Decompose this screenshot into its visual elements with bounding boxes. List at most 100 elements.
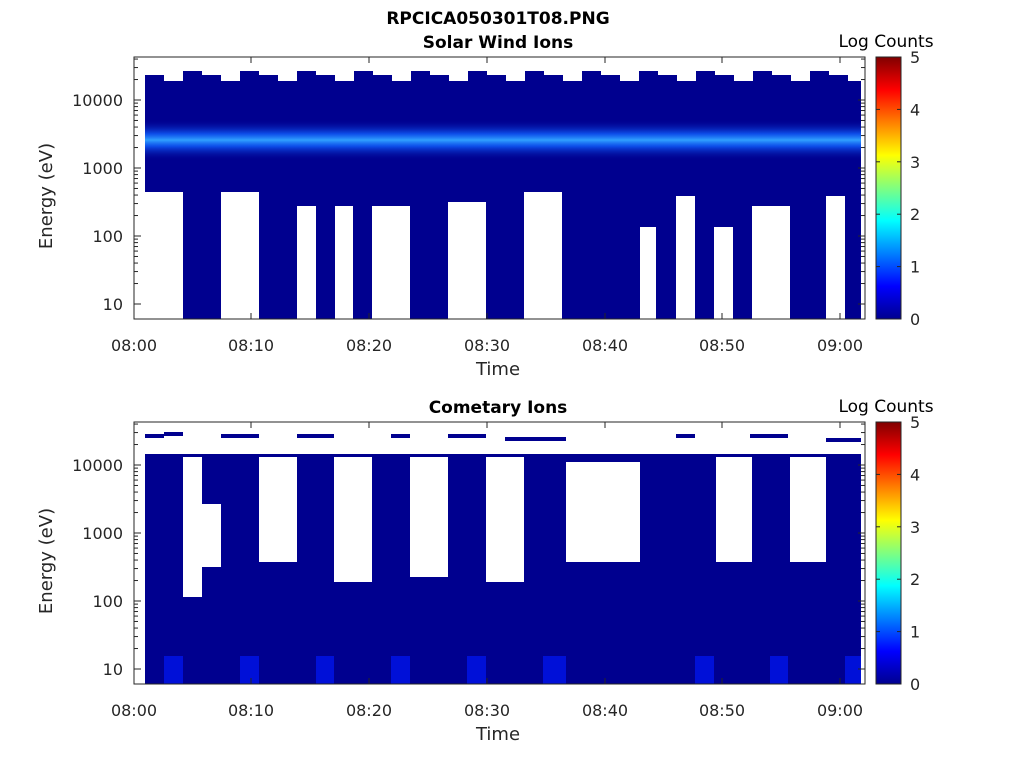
data-cell	[544, 75, 563, 81]
empty-cell	[790, 457, 826, 562]
x-tick-label: 08:30	[464, 336, 510, 355]
data-cell	[695, 656, 714, 684]
colorbar	[875, 421, 902, 685]
empty-cell	[335, 206, 353, 319]
data-cell	[145, 434, 164, 438]
colorbar-tick-label: 1	[910, 623, 920, 642]
panel-title: Solar Wind Ions	[423, 33, 574, 53]
data-cell	[829, 75, 848, 81]
y-tick-label: 10000	[72, 456, 123, 475]
figure-title: RPCICA050301T08.PNG	[386, 9, 609, 29]
empty-cell	[410, 457, 448, 577]
data-cell	[676, 434, 695, 438]
x-tick-label: 08:40	[582, 336, 628, 355]
data-cell	[316, 75, 335, 81]
data-cell	[221, 434, 259, 438]
data-cell	[240, 71, 259, 81]
data-cell	[543, 656, 566, 684]
data-cell	[430, 75, 449, 81]
data-cell	[411, 71, 430, 81]
y-tick-label: 10	[103, 295, 123, 314]
data-cell	[525, 71, 544, 81]
x-tick-label: 08:50	[699, 336, 745, 355]
data-cell	[448, 434, 486, 438]
panel-cometary: Cometary Ions 08:00 08:10 08:20 08:30 08:40 08…	[36, 397, 934, 745]
x-tick-label: 08:10	[228, 701, 274, 720]
data-cell	[826, 438, 861, 442]
solar-wind-band	[145, 119, 861, 161]
empty-cell	[714, 227, 733, 319]
data-cell	[845, 656, 861, 684]
y-tick-label: 1000	[82, 159, 123, 178]
empty-cell	[259, 457, 297, 562]
data-cell	[373, 75, 392, 81]
x-tick-label: 09:00	[817, 336, 863, 355]
data-cell	[354, 71, 373, 81]
data-cell	[772, 75, 791, 81]
colorbar-tick-label: 3	[910, 518, 920, 537]
empty-cell	[524, 192, 562, 319]
data-cell	[601, 75, 620, 81]
colorbar-label: Log Counts	[838, 32, 933, 52]
y-tick-label: 1000	[82, 524, 123, 543]
data-cell	[750, 434, 788, 438]
colorbar-label: Log Counts	[838, 397, 933, 417]
colorbar	[875, 56, 902, 320]
panel-title: Cometary Ions	[429, 398, 568, 418]
data-cell	[753, 71, 772, 81]
data-cell	[505, 437, 566, 441]
colorbar-tick-label: 2	[910, 205, 920, 224]
data-cell	[202, 75, 221, 81]
empty-cell	[448, 202, 486, 319]
data-cell	[297, 71, 316, 81]
data-cell	[715, 75, 734, 81]
colorbar-tick-label: 5	[910, 48, 920, 67]
data-cell	[183, 71, 202, 81]
empty-cell	[334, 457, 372, 582]
empty-cell	[676, 196, 695, 319]
x-axis-label: Time	[475, 359, 520, 380]
data-cell	[259, 75, 278, 81]
empty-cell	[372, 206, 410, 319]
x-tick-label: 08:50	[699, 701, 745, 720]
empty-cell	[221, 192, 259, 319]
x-tick-label: 08:00	[111, 336, 157, 355]
y-axis-label: Energy (eV)	[36, 143, 57, 249]
data-cell	[639, 71, 658, 81]
y-tick-label: 100	[92, 227, 123, 246]
empty-cell	[826, 196, 845, 319]
data-cell	[658, 75, 677, 81]
data-cell	[582, 71, 601, 81]
data-cell	[696, 71, 715, 81]
data-cell	[391, 656, 410, 684]
data-cell	[297, 434, 334, 438]
x-tick-label: 08:30	[464, 701, 510, 720]
data-cell	[145, 75, 164, 81]
empty-cell	[566, 462, 640, 562]
colorbar-tick-label: 0	[910, 675, 920, 694]
data-cell	[810, 71, 829, 81]
data-cell	[467, 656, 486, 684]
x-tick-label: 08:00	[111, 701, 157, 720]
empty-cell	[752, 206, 790, 319]
colorbar-tick-label: 4	[910, 465, 920, 484]
y-axis-label: Energy (eV)	[36, 508, 57, 614]
data-cell	[770, 656, 788, 684]
empty-cell	[486, 457, 524, 582]
colorbar-tick-label: 2	[910, 570, 920, 589]
empty-cell	[297, 206, 316, 319]
y-tick-label: 10000	[72, 91, 123, 110]
colorbar-tick-label: 4	[910, 100, 920, 119]
x-tick-label: 08:40	[582, 701, 628, 720]
x-tick-label: 08:20	[346, 701, 392, 720]
x-tick-label: 08:20	[346, 336, 392, 355]
y-tick-label: 100	[92, 592, 123, 611]
empty-cell	[183, 457, 202, 597]
data-cell	[164, 432, 183, 436]
colorbar-tick-label: 5	[910, 413, 920, 432]
colorbar-tick-label: 0	[910, 310, 920, 329]
x-axis-label: Time	[475, 724, 520, 745]
x-tick-label: 08:10	[228, 336, 274, 355]
data-cell	[316, 656, 334, 684]
